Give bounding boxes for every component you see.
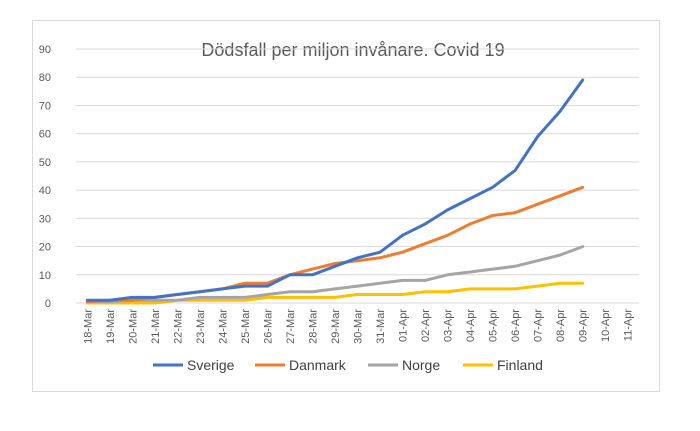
x-tick-label: 31-Mar xyxy=(375,309,387,344)
legend-label-finland: Finland xyxy=(497,357,543,373)
line-chart: Dödsfall per miljon invånare. Covid 19 0… xyxy=(39,40,639,373)
x-tick-label: 23-Mar xyxy=(195,309,207,344)
y-tick-label: 60 xyxy=(39,129,51,141)
y-tick-label: 10 xyxy=(39,270,51,282)
series-lines xyxy=(85,78,585,305)
series-line-norge xyxy=(85,245,585,304)
x-tick-label: 11-Apr xyxy=(623,309,635,342)
x-tick-label: 02-Apr xyxy=(420,309,432,342)
x-tick-label: 24-Mar xyxy=(217,309,229,344)
x-tick-label: 03-Apr xyxy=(443,309,455,342)
legend: Sverige Danmark Norge Finland xyxy=(153,357,543,373)
legend-label-norge: Norge xyxy=(402,357,440,373)
chart-title: Dödsfall per miljon invånare. Covid 19 xyxy=(201,40,504,60)
y-tick-label: 40 xyxy=(39,185,51,197)
y-tick-label: 80 xyxy=(39,72,51,84)
x-tick-label: 21-Mar xyxy=(150,309,162,344)
series-line-danmark xyxy=(85,185,585,304)
y-tick-label: 50 xyxy=(39,157,51,169)
x-tick-label: 30-Mar xyxy=(353,309,365,344)
x-tick-label: 07-Apr xyxy=(533,309,545,342)
x-tick-label: 04-Apr xyxy=(465,309,477,342)
x-tick-label: 19-Mar xyxy=(105,309,117,344)
x-tick-label: 05-Apr xyxy=(488,309,500,342)
x-tick-label: 06-Apr xyxy=(510,309,522,342)
y-tick-label: 70 xyxy=(39,100,51,112)
gridlines xyxy=(76,48,639,304)
x-tick-label: 25-Mar xyxy=(240,309,252,344)
x-axis-ticks: 18-Mar 19-Mar 20-Mar 21-Mar 22-Mar 23-Mar 24-M… xyxy=(82,309,634,344)
x-tick-label: 18-Mar xyxy=(82,309,94,344)
x-tick-label: 09-Apr xyxy=(578,309,590,342)
x-tick-label: 01-Apr xyxy=(398,309,410,342)
x-tick-label: 22-Mar xyxy=(172,309,184,344)
x-tick-label: 29-Mar xyxy=(330,309,342,344)
chart-frame: Dödsfall per miljon invånare. Covid 19 0… xyxy=(32,20,660,392)
y-axis-ticks: 0 10 20 30 40 50 60 70 80 90 xyxy=(39,44,51,310)
y-tick-label: 90 xyxy=(39,44,51,56)
legend-label-sverige: Sverige xyxy=(187,357,235,373)
series-line-sverige xyxy=(85,78,585,302)
y-tick-label: 0 xyxy=(45,298,51,310)
x-tick-label: 27-Mar xyxy=(285,309,297,344)
x-tick-label: 20-Mar xyxy=(127,309,139,344)
x-tick-label: 08-Apr xyxy=(555,309,567,342)
x-tick-label: 26-Mar xyxy=(262,309,274,344)
x-tick-label: 28-Mar xyxy=(307,309,319,344)
y-tick-label: 30 xyxy=(39,213,51,225)
legend-label-danmark: Danmark xyxy=(289,357,347,373)
y-tick-label: 20 xyxy=(39,242,51,254)
x-tick-label: 10-Apr xyxy=(600,309,612,342)
